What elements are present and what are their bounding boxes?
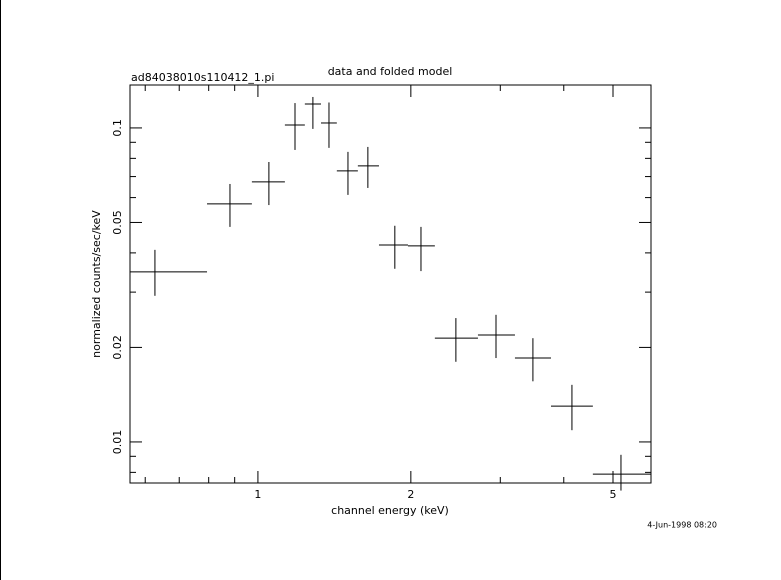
timestamp: 4-Jun-1998 08:20: [647, 521, 717, 530]
y-tick-label: 0.05: [111, 210, 124, 235]
y-axis-label: normalized counts/sec/keV: [90, 210, 103, 358]
y-tick-label: 0.02: [111, 335, 124, 360]
y-tick-label: 0.01: [111, 430, 124, 455]
y-tick-label: 0.1: [111, 119, 124, 137]
chart-title: data and folded model: [328, 65, 453, 78]
subtitle: ad84038010s110412_1.pi: [131, 71, 274, 84]
x-tick-label: 2: [407, 488, 414, 501]
plot-frame: [129, 84, 652, 484]
x-tick-label: 1: [254, 488, 261, 501]
x-tick-label: 5: [609, 488, 616, 501]
x-axis-label: channel energy (keV): [331, 504, 449, 517]
